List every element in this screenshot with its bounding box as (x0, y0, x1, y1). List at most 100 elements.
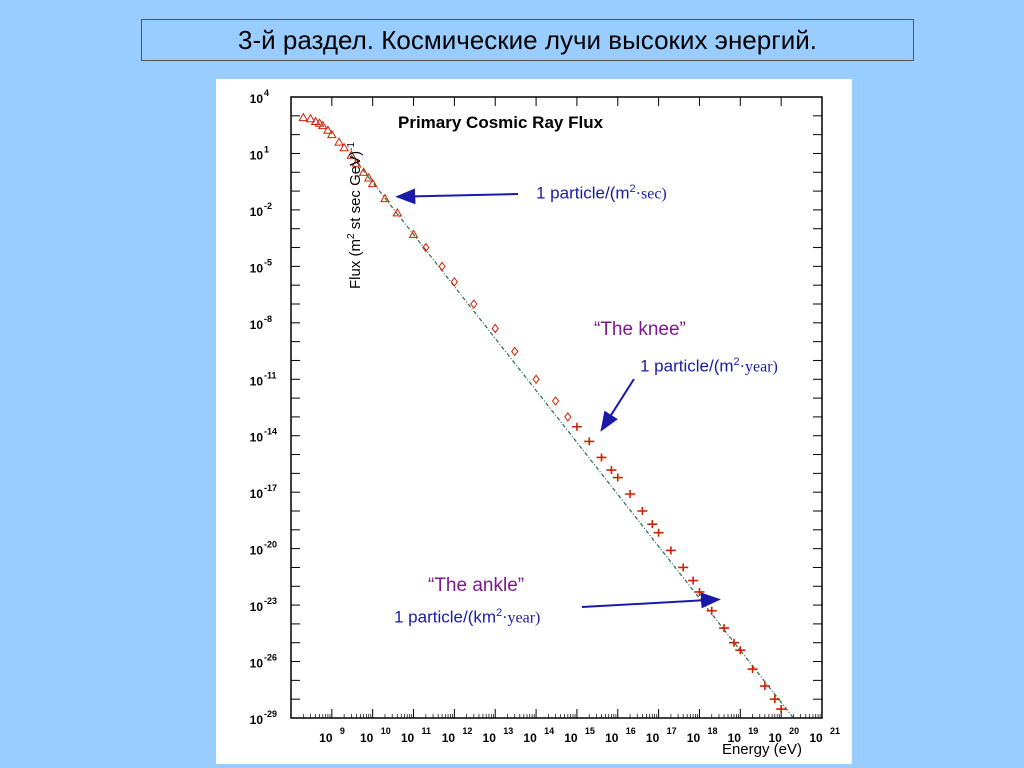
y-tick-label-exp: -20 (264, 540, 277, 550)
data-point-triangle (323, 125, 333, 134)
data-point-triangle (310, 116, 321, 125)
y-tick-label-exp: 4 (264, 88, 269, 98)
annotation-arrow (395, 188, 519, 205)
data-point-triangle (305, 113, 316, 123)
data-point-triangle (317, 120, 328, 130)
y-tick-label: 10 (250, 600, 264, 614)
y-tick-label: 10 (250, 148, 264, 162)
data-point-cross (678, 563, 689, 572)
cosmic-ray-flux-figure: 10 9 10 10 10 11 10 12 10 13 10 14 10 15 10 16 10 17 10 18 1… (216, 79, 852, 764)
data-point-triangle (408, 229, 419, 238)
data-point-diamond (422, 242, 430, 253)
x-tick-label: 10 (523, 731, 537, 745)
data-point-cross (647, 520, 658, 529)
x-tick-label: 10 (728, 731, 742, 745)
data-point-cross (596, 453, 607, 462)
data-point-cross (719, 624, 730, 633)
data-point-cross (637, 507, 648, 515)
y-tick-label: 10 (250, 318, 264, 332)
x-tick-label: 10 (687, 731, 701, 745)
data-point-triangle (314, 118, 325, 127)
x-tick-label-exp: 20 (789, 726, 799, 736)
data-point-cross (776, 705, 787, 714)
x-tick-label-exp: 14 (544, 726, 554, 736)
data-point-cross (747, 665, 758, 674)
data-point-cross (584, 437, 595, 446)
chart-title: Primary Cosmic Ray Flux (398, 113, 604, 132)
x-tick-label: 10 (768, 731, 782, 745)
y-tick-label-exp: 1 (264, 144, 269, 154)
x-tick-label-exp: 12 (462, 726, 472, 736)
x-tick-label: 10 (646, 731, 660, 745)
data-point-diamond (450, 277, 459, 287)
data-point-diamond (438, 261, 446, 272)
y-tick-label: 10 (250, 374, 264, 388)
y-tick-label-exp: -8 (264, 314, 272, 324)
data-point-cross (612, 473, 623, 482)
annotation-per-km-year: 1 particle/(km2·year) (394, 607, 541, 627)
data-point-cross (735, 646, 746, 655)
y-tick-label-exp: -11 (264, 370, 277, 380)
y-tick-label: 10 (250, 92, 264, 106)
x-tick-label: 10 (401, 731, 415, 745)
x-tick-label-exp: 21 (830, 726, 840, 736)
y-tick-label-exp: -17 (264, 483, 277, 493)
y-tick-label: 10 (250, 431, 264, 445)
y-tick-label-exp: -5 (264, 257, 272, 267)
plot-frame (290, 96, 823, 719)
data-point-cross (769, 695, 780, 704)
data-point-diamond (564, 412, 572, 422)
annotation-arrow (600, 378, 635, 432)
annotation-arrow (581, 592, 721, 609)
x-tick-label: 10 (809, 731, 823, 745)
data-point-diamond (511, 346, 519, 357)
x-tick-label-exp: 19 (748, 726, 758, 736)
data-point-cross (759, 682, 770, 691)
y-tick-label: 10 (250, 657, 264, 671)
data-point-triangle (334, 137, 344, 146)
data-point-cross (688, 576, 699, 585)
knee-label: “The knee” (594, 319, 686, 340)
y-tick-label: 10 (250, 205, 264, 219)
data-point-triangle (346, 150, 357, 159)
x-tick-label-exp: 10 (381, 726, 391, 736)
y-axis-label: Flux (m2 st sec GeV)-1 (346, 142, 364, 289)
x-axis-label: Energy (eV) (721, 741, 802, 758)
x-tick-label: 10 (483, 731, 497, 745)
x-tick-label: 10 (319, 731, 333, 745)
x-tick-label: 10 (605, 731, 619, 745)
y-tick-label: 10 (250, 261, 264, 275)
y-tick-label-exp: -29 (264, 709, 277, 719)
data-point-cross (706, 606, 717, 615)
data-point-diamond (551, 396, 560, 406)
data-point-cross (653, 528, 664, 537)
data-point-cross (606, 466, 617, 475)
y-tick-label: 10 (250, 713, 264, 727)
x-tick-label-exp: 9 (340, 726, 345, 736)
ankle-label: “The ankle” (428, 575, 525, 596)
data-point-triangle (358, 167, 369, 176)
x-tick-label-exp: 15 (585, 726, 595, 736)
y-tick-label-exp: -14 (264, 427, 277, 437)
x-tick-label: 10 (442, 731, 456, 745)
annotation-per-sec: 1 particle/(m2·sec) (536, 183, 667, 203)
data-point-triangle (351, 158, 362, 167)
data-point-triangle (326, 129, 337, 139)
data-point-triangle (298, 112, 309, 122)
y-tick-label: 10 (250, 487, 264, 501)
y-tick-label: 10 (250, 544, 264, 558)
y-tick-label-exp: -23 (264, 596, 277, 606)
flux-chart: 10 9 10 10 10 11 10 12 10 13 10 14 10 15 10 16 10 17 10 18 1… (250, 88, 840, 745)
x-tick-label-exp: 17 (667, 726, 677, 736)
data-point-triangle (392, 207, 403, 217)
data-point-diamond (532, 374, 540, 385)
data-point-triangle (380, 193, 390, 203)
data-point-triangle (339, 142, 350, 152)
data-point-diamond (470, 299, 478, 309)
x-tick-label-exp: 11 (422, 726, 432, 736)
slide-title: 3-й раздел. Космические лучи высоких эне… (141, 19, 914, 61)
x-tick-label-exp: 16 (626, 726, 636, 736)
x-tick-label: 10 (564, 731, 578, 745)
data-point-triangle (367, 178, 378, 188)
x-tick-label-exp: 18 (707, 726, 717, 736)
